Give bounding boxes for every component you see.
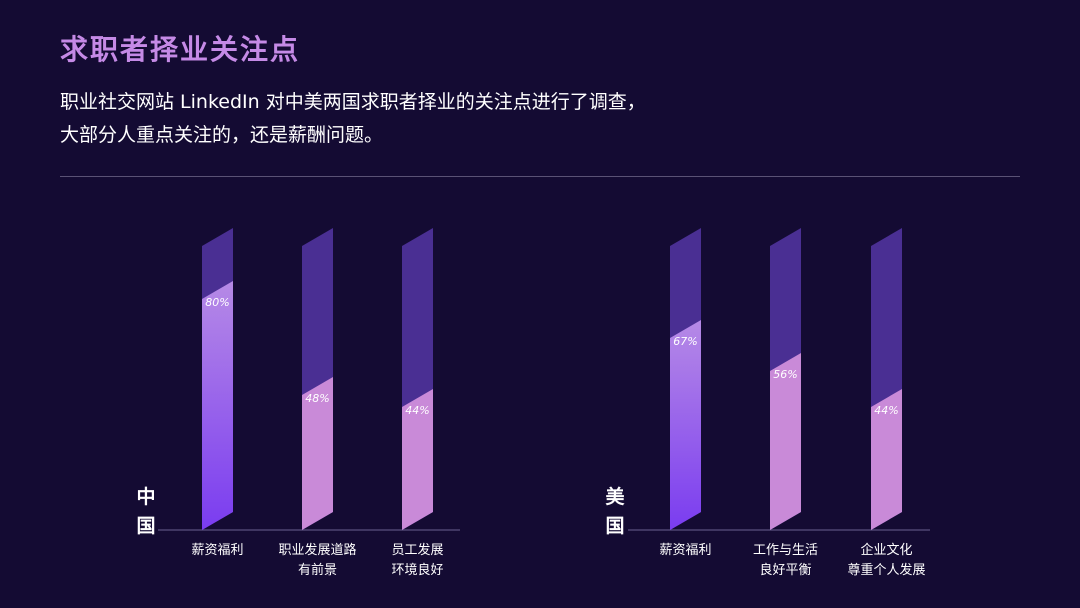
data-label: 44% xyxy=(874,404,898,417)
divider xyxy=(60,176,1020,177)
bar-fill xyxy=(770,353,801,530)
subtitle-line-1: 职业社交网站 LinkedIn 对中美两国求职者择业的关注点进行了调查， xyxy=(60,91,646,113)
bar-fill xyxy=(302,377,333,530)
category-label: 员工发展 xyxy=(391,542,443,558)
category-label: 良好平衡 xyxy=(759,562,811,578)
group-label-1-1: 国 xyxy=(605,515,624,537)
data-label: 56% xyxy=(773,368,797,381)
category-label: 有前景 xyxy=(298,562,337,578)
subtitle-line-2: 大部分人重点关注的，还是薪酬问题。 xyxy=(60,124,384,146)
page-subtitle: 职业社交网站 LinkedIn 对中美两国求职者择业的关注点进行了调查， 大部分… xyxy=(60,86,646,152)
group-label-0-1: 国 xyxy=(136,515,155,537)
bar-fill xyxy=(402,389,433,530)
data-label: 80% xyxy=(205,296,229,309)
category-label: 企业文化 xyxy=(860,542,912,558)
category-label: 环境良好 xyxy=(391,562,443,578)
group-label-0-0: 中 xyxy=(136,485,155,508)
data-label: 44% xyxy=(405,404,429,417)
category-label: 薪资福利 xyxy=(659,543,711,558)
bar-fill xyxy=(670,320,701,530)
bar-fill xyxy=(871,389,902,530)
category-label: 工作与生活 xyxy=(753,543,818,558)
data-label: 48% xyxy=(305,392,329,405)
data-label: 67% xyxy=(673,335,697,348)
category-label: 尊重个人发展 xyxy=(847,562,925,578)
page-title: 求职者择业关注点 xyxy=(60,33,301,66)
category-label: 职业发展道路 xyxy=(278,542,356,558)
category-label: 薪资福利 xyxy=(191,543,243,558)
bar-fill xyxy=(202,281,233,530)
group-label-1-0: 美 xyxy=(605,485,625,508)
